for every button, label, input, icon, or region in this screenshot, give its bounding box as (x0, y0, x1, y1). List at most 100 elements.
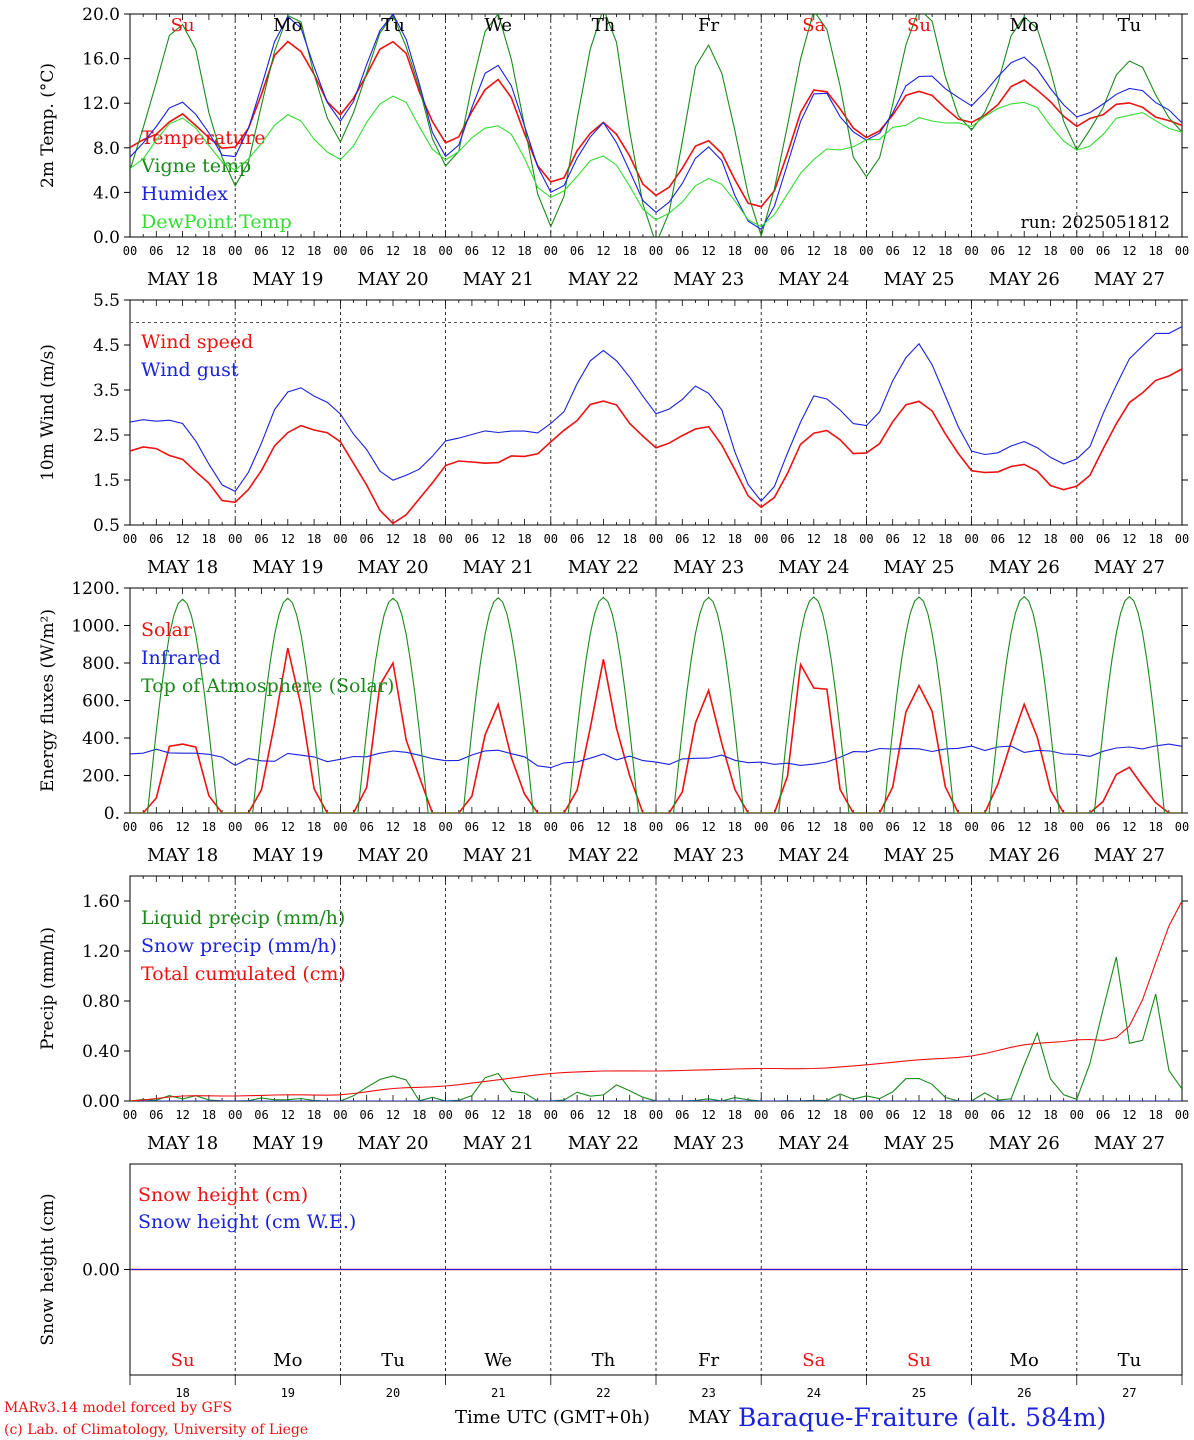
day-label: MAY 24 (778, 557, 849, 578)
weekday-label: Tu (1118, 15, 1142, 36)
day-label: MAY 21 (463, 845, 534, 866)
y-tick-label: 1.20 (82, 942, 120, 962)
hour-label: 18 (1043, 244, 1057, 258)
hour-label: 12 (1017, 244, 1031, 258)
y-tick-label: 1000. (71, 617, 120, 637)
hour-ticks (129, 300, 1183, 525)
hour-label: 18 (1043, 532, 1057, 546)
hour-label: 06 (780, 532, 794, 546)
day-label: MAY 21 (463, 269, 534, 290)
day-label: MAY 21 (463, 557, 534, 578)
hour-label: 00 (333, 820, 347, 834)
hour-label: 18 (938, 820, 952, 834)
hour-label: 00 (859, 244, 873, 258)
hour-label: 18 (833, 532, 847, 546)
day-label: MAY 24 (778, 269, 849, 290)
day-label: MAY 25 (883, 269, 954, 290)
hour-label: 12 (386, 1108, 400, 1122)
hour-label: 06 (465, 820, 479, 834)
hour-label: 00 (964, 820, 978, 834)
panel-4: 0.00 0.40 0.80 1.20 1.60 Precip (mm/h) Liquid … (38, 875, 1189, 1154)
hour-label: 06 (359, 244, 373, 258)
hour-label: 18 (307, 244, 321, 258)
hour-label: 00 (333, 1108, 347, 1122)
hour-label: 06 (149, 820, 163, 834)
weekday-label: Tu (1118, 1350, 1142, 1371)
hour-label: 12 (281, 532, 295, 546)
y-tick-label: 0.00 (82, 1261, 120, 1281)
hour-ticks (129, 14, 1183, 237)
credit-line-2: (c) Lab. of Climatology, University of L… (4, 1422, 308, 1438)
y-axis-label: Precip (mm/h) (38, 927, 58, 1050)
day-label: MAY 22 (568, 269, 639, 290)
hour-label: 00 (333, 532, 347, 546)
y-tick-label: 0. (104, 804, 120, 824)
hour-label: 00 (123, 244, 137, 258)
weekday-label: Mo (273, 1350, 302, 1371)
day-label: MAY 20 (357, 269, 428, 290)
y-tick-label: 1.5 (93, 471, 120, 491)
hour-label: 12 (491, 532, 505, 546)
hour-label: 06 (570, 820, 584, 834)
day-label: MAY 27 (1094, 557, 1165, 578)
hour-label: 18 (1148, 532, 1162, 546)
weekday-label: Mo (273, 15, 302, 36)
hour-label: 18 (202, 532, 216, 546)
series-line (130, 743, 1182, 769)
day-label: MAY 23 (673, 1133, 744, 1154)
hour-label: 06 (359, 532, 373, 546)
hour-label: 00 (228, 244, 242, 258)
hour-ticks (129, 588, 1183, 813)
day-ticks (129, 1375, 1183, 1385)
hour-label: 00 (544, 1108, 558, 1122)
hour-label: 12 (912, 1108, 926, 1122)
day-label: MAY 18 (147, 269, 218, 290)
hour-label: 00 (123, 820, 137, 834)
y-tick-label: 200. (82, 767, 120, 787)
hour-label: 06 (991, 244, 1005, 258)
y-tick-label: 4.0 (93, 183, 120, 203)
legend-entry: Humidex (141, 183, 228, 205)
y-tick-label: 0.40 (82, 1042, 120, 1062)
weekday-label: Su (907, 15, 931, 36)
hour-label: 00 (438, 532, 452, 546)
hour-label: 18 (517, 1108, 531, 1122)
hour-label: 00 (1070, 244, 1084, 258)
hour-label: 06 (149, 244, 163, 258)
series-line (130, 14, 1182, 231)
hour-label: 06 (1096, 820, 1110, 834)
hour-label: 18 (1043, 820, 1057, 834)
hour-label: 06 (465, 532, 479, 546)
legend-entry: Snow precip (mm/h) (141, 935, 337, 957)
hour-label: 12 (1017, 820, 1031, 834)
hour-label: 18 (833, 820, 847, 834)
hour-label: 06 (1096, 532, 1110, 546)
weekday-label: Su (171, 15, 195, 36)
series-line (130, 40, 1182, 208)
series-line (130, 647, 1182, 813)
day-label: MAY 19 (252, 557, 323, 578)
legend-entry: Infrared (141, 647, 221, 669)
day-label: MAY 19 (252, 1133, 323, 1154)
weekday-label: We (484, 1350, 512, 1371)
hour-label: 18 (202, 244, 216, 258)
station-title: Baraque-Fraiture (alt. 584m) (738, 1403, 1106, 1432)
hour-label: 00 (1175, 1108, 1189, 1122)
legend-entry: Top of Atmosphere (Solar) (141, 675, 394, 697)
hour-label: 06 (991, 820, 1005, 834)
hour-label: 12 (281, 1108, 295, 1122)
hour-label: 18 (412, 1108, 426, 1122)
hour-label: 00 (544, 244, 558, 258)
series-line (130, 368, 1182, 525)
hour-label: 06 (149, 1108, 163, 1122)
hour-label: 00 (754, 532, 768, 546)
hour-label: 00 (754, 1108, 768, 1122)
hour-label: 18 (1148, 1108, 1162, 1122)
hour-label: 00 (649, 244, 663, 258)
hour-label: 06 (254, 532, 268, 546)
hour-label: 18 (622, 820, 636, 834)
hour-label: 18 (307, 532, 321, 546)
hour-label: 06 (885, 244, 899, 258)
day-label: MAY 23 (673, 557, 744, 578)
day-label: MAY 19 (252, 845, 323, 866)
